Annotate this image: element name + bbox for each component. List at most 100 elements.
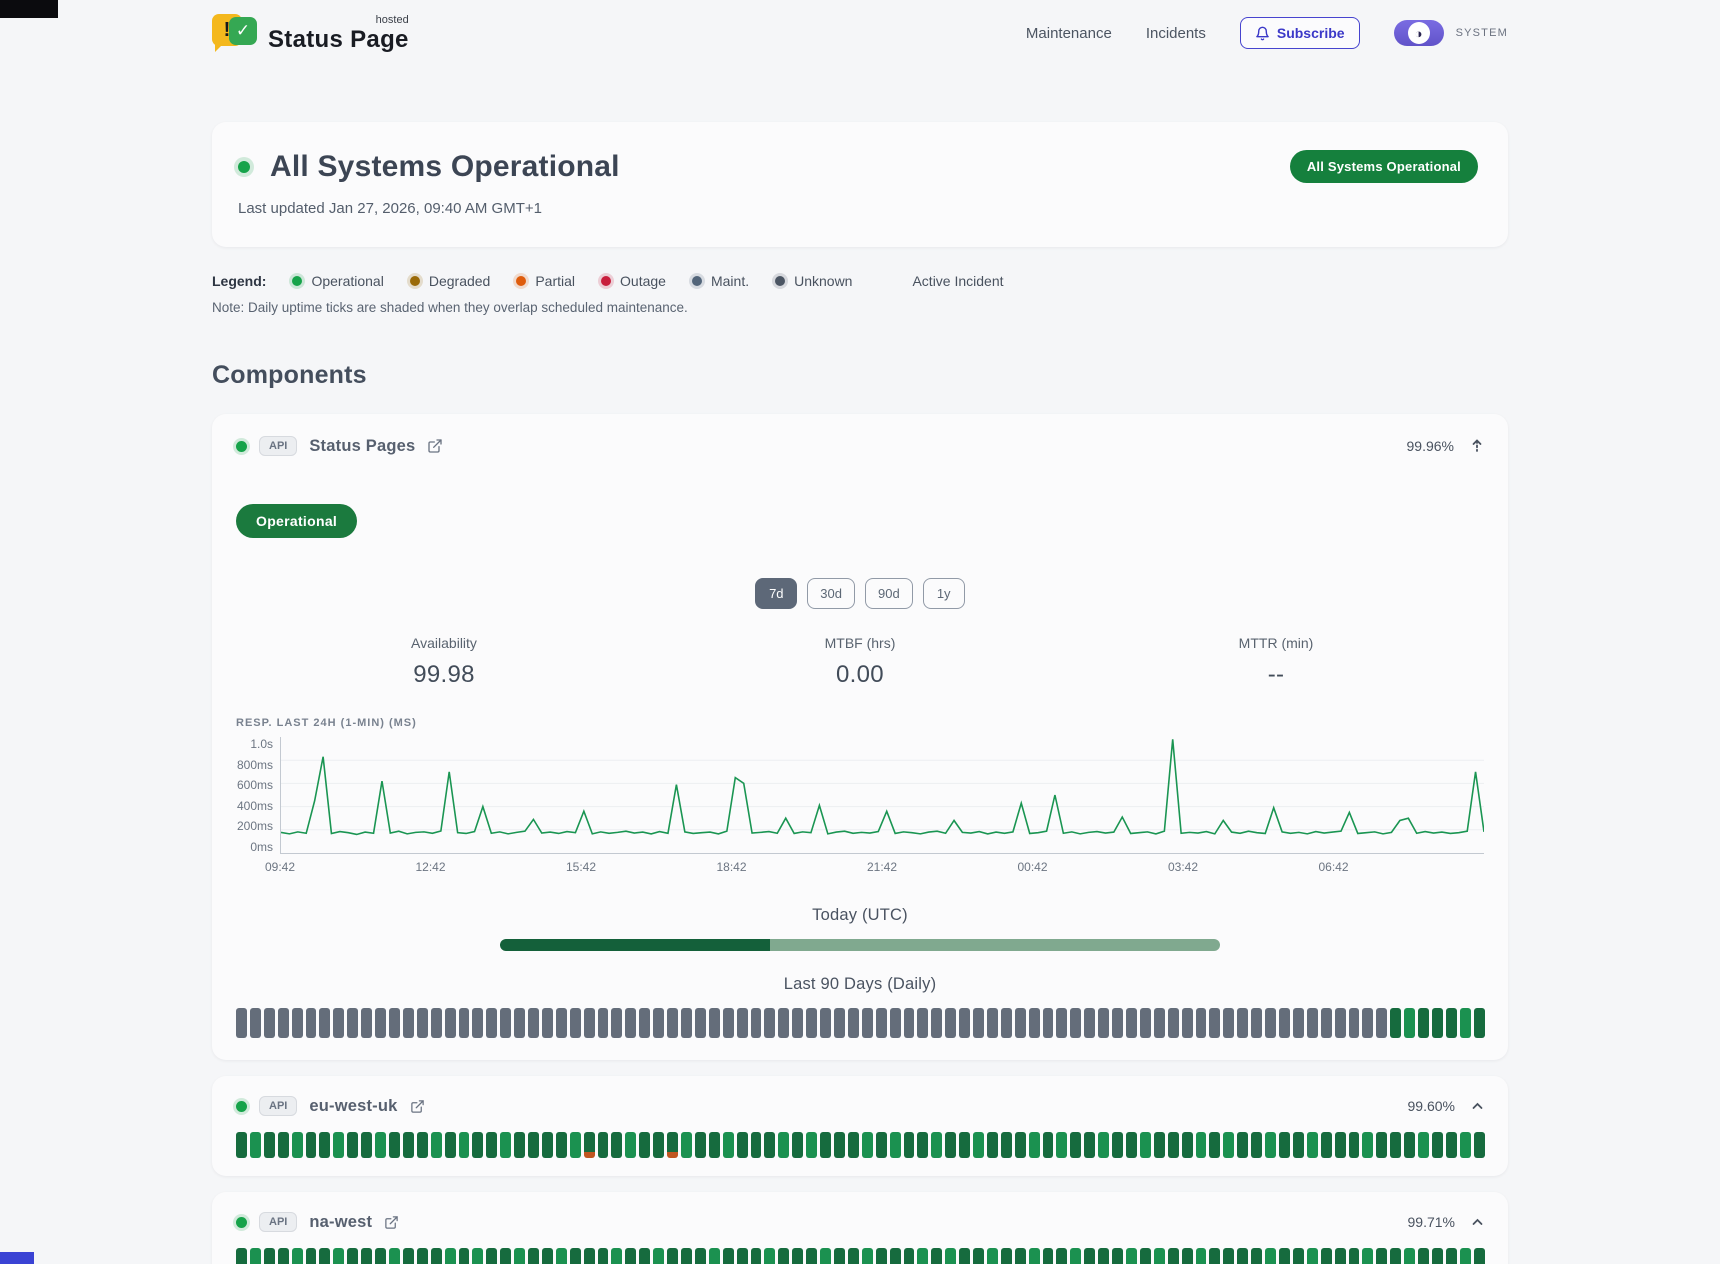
uptime-tick[interactable]: [1028, 1248, 1040, 1264]
uptime-tick[interactable]: [1431, 1132, 1443, 1158]
uptime-tick[interactable]: [1237, 1008, 1249, 1038]
component-name-link[interactable]: eu-west-uk: [309, 1096, 398, 1115]
uptime-tick[interactable]: [236, 1248, 247, 1264]
uptime-tick[interactable]: [388, 1008, 400, 1038]
uptime-tick[interactable]: [375, 1008, 386, 1038]
uptime-tick[interactable]: [555, 1008, 567, 1038]
uptime-tick[interactable]: [1404, 1132, 1416, 1158]
uptime-tick[interactable]: [1445, 1132, 1457, 1158]
expand-chevron-icon[interactable]: [1471, 1101, 1484, 1111]
uptime-tick[interactable]: [945, 1248, 957, 1264]
uptime-tick[interactable]: [1195, 1248, 1207, 1264]
uptime-tick[interactable]: [263, 1132, 275, 1158]
uptime-tick[interactable]: [1348, 1248, 1360, 1264]
uptime-tick[interactable]: [820, 1132, 831, 1158]
uptime-tick[interactable]: [639, 1132, 651, 1158]
uptime-tick[interactable]: [653, 1248, 665, 1264]
external-link-icon[interactable]: [384, 1215, 399, 1230]
uptime-tick[interactable]: [528, 1132, 539, 1158]
uptime-tick[interactable]: [291, 1132, 303, 1158]
uptime-tick[interactable]: [1112, 1008, 1123, 1038]
uptime-tick[interactable]: [277, 1248, 289, 1264]
uptime-tick[interactable]: [778, 1248, 790, 1264]
uptime-tick[interactable]: [625, 1008, 637, 1038]
external-link-icon[interactable]: [410, 1099, 425, 1114]
uptime-tick[interactable]: [319, 1248, 331, 1264]
uptime-tick[interactable]: [708, 1248, 720, 1264]
uptime-tick[interactable]: [903, 1008, 915, 1038]
uptime-tick[interactable]: [973, 1132, 984, 1158]
uptime-tick[interactable]: [305, 1008, 317, 1038]
uptime-tick[interactable]: [736, 1132, 748, 1158]
uptime-tick[interactable]: [778, 1132, 790, 1158]
uptime-tick[interactable]: [1251, 1132, 1263, 1158]
uptime-tick[interactable]: [486, 1132, 498, 1158]
uptime-tick[interactable]: [1209, 1248, 1221, 1264]
uptime-tick[interactable]: [931, 1132, 943, 1158]
uptime-tick[interactable]: [1362, 1008, 1374, 1038]
uptime-tick[interactable]: [1084, 1008, 1096, 1038]
uptime-tick[interactable]: [820, 1008, 831, 1038]
uptime-tick[interactable]: [973, 1008, 984, 1038]
uptime-tick[interactable]: [347, 1132, 359, 1158]
uptime-tick[interactable]: [514, 1008, 526, 1038]
uptime-tick[interactable]: [847, 1008, 859, 1038]
uptime-tick[interactable]: [736, 1248, 748, 1264]
uptime-tick[interactable]: [653, 1132, 665, 1158]
uptime-tick[interactable]: [764, 1248, 776, 1264]
uptime-tick[interactable]: [1181, 1248, 1193, 1264]
uptime-tick[interactable]: [1098, 1008, 1110, 1038]
uptime-tick[interactable]: [333, 1248, 345, 1264]
uptime-tick[interactable]: [1418, 1132, 1429, 1158]
uptime-tick[interactable]: [1056, 1132, 1068, 1158]
uptime-tick[interactable]: [1362, 1132, 1374, 1158]
uptime-tick[interactable]: [1390, 1008, 1402, 1038]
uptime-tick[interactable]: [1265, 1008, 1276, 1038]
uptime-tick[interactable]: [541, 1248, 553, 1264]
uptime-tick[interactable]: [1265, 1132, 1276, 1158]
uptime-tick[interactable]: [1070, 1008, 1082, 1038]
uptime-tick[interactable]: [625, 1132, 637, 1158]
uptime-tick[interactable]: [541, 1008, 553, 1038]
uptime-tick[interactable]: [667, 1132, 678, 1158]
uptime-tick[interactable]: [1223, 1132, 1235, 1158]
uptime-tick[interactable]: [1334, 1248, 1346, 1264]
uptime-tick[interactable]: [1167, 1132, 1179, 1158]
uptime-tick[interactable]: [277, 1132, 289, 1158]
range-button-1y[interactable]: 1y: [922, 578, 965, 609]
uptime-tick[interactable]: [583, 1248, 595, 1264]
uptime-tick[interactable]: [903, 1132, 915, 1158]
uptime-tick[interactable]: [347, 1008, 359, 1038]
uptime-tick[interactable]: [667, 1248, 678, 1264]
uptime-tick[interactable]: [500, 1132, 512, 1158]
uptime-tick[interactable]: [875, 1132, 887, 1158]
uptime-tick[interactable]: [291, 1248, 303, 1264]
uptime-tick[interactable]: [486, 1008, 498, 1038]
uptime-tick[interactable]: [402, 1132, 414, 1158]
uptime-tick[interactable]: [1028, 1008, 1040, 1038]
uptime-tick[interactable]: [1376, 1248, 1388, 1264]
uptime-tick[interactable]: [1376, 1008, 1388, 1038]
uptime-tick[interactable]: [694, 1248, 706, 1264]
uptime-tick[interactable]: [1459, 1248, 1471, 1264]
uptime-tick[interactable]: [361, 1248, 373, 1264]
uptime-tick[interactable]: [458, 1248, 470, 1264]
uptime-tick[interactable]: [1320, 1248, 1332, 1264]
uptime-tick[interactable]: [1306, 1248, 1318, 1264]
uptime-tick[interactable]: [458, 1008, 470, 1038]
uptime-tick[interactable]: [388, 1248, 400, 1264]
uptime-tick[interactable]: [555, 1248, 567, 1264]
nav-link-maintenance[interactable]: Maintenance: [1025, 24, 1112, 42]
uptime-tick[interactable]: [249, 1008, 261, 1038]
uptime-tick[interactable]: [1112, 1248, 1123, 1264]
uptime-tick[interactable]: [1251, 1008, 1263, 1038]
subscribe-button[interactable]: Subscribe: [1239, 17, 1360, 49]
uptime-tick[interactable]: [820, 1248, 831, 1264]
uptime-tick[interactable]: [611, 1248, 623, 1264]
uptime-tick[interactable]: [402, 1248, 414, 1264]
uptime-tick[interactable]: [889, 1008, 901, 1038]
uptime-tick[interactable]: [486, 1248, 498, 1264]
range-button-30d[interactable]: 30d: [807, 578, 855, 609]
uptime-tick[interactable]: [861, 1248, 873, 1264]
uptime-tick[interactable]: [1028, 1132, 1040, 1158]
